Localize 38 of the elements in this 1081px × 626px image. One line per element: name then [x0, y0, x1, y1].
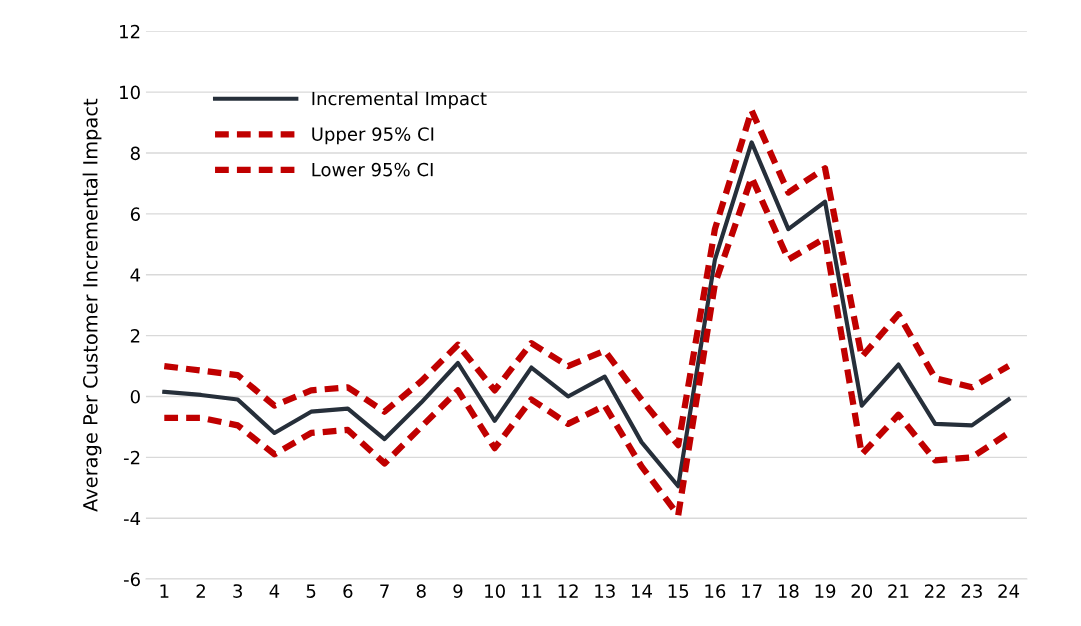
x-tick-label: 16	[705, 584, 726, 598]
x-tick-label: 2	[196, 584, 205, 598]
x-tick-label: 23	[961, 584, 982, 598]
x-tick-label: 12	[558, 584, 578, 598]
x-tick-label: 3	[233, 584, 242, 598]
x-tick-label: 21	[888, 584, 909, 598]
y-tick-label: -2	[123, 450, 140, 465]
legend-label: Incremental Impact	[312, 91, 487, 109]
x-tick-label: 15	[668, 584, 689, 598]
x-tick-label: 8	[416, 584, 426, 598]
x-tick-label: 22	[925, 584, 945, 598]
x-tick-label: 5	[306, 584, 316, 598]
x-tick-label: 4	[269, 584, 280, 598]
x-tick-label: 10	[485, 584, 505, 598]
y-tick-label: 4	[130, 268, 141, 282]
y-tick-label: -6	[123, 572, 140, 587]
x-tick-label: 20	[851, 584, 873, 598]
y-tick-label: 10	[120, 85, 140, 100]
y-tick-label: 8	[130, 146, 140, 161]
y-tick-label: 0	[130, 389, 140, 404]
x-tick-label: 1	[160, 584, 169, 598]
legend-label: Lower 95% CI	[312, 162, 433, 177]
y-tick-label: 2	[130, 329, 140, 343]
y-tick-label: 12	[120, 24, 140, 39]
x-tick-label: 11	[521, 584, 542, 598]
y-axis-title: Average Per Customer Incremental Impact	[82, 98, 102, 512]
x-tick-label: 13	[595, 584, 615, 598]
x-tick-label: 6	[343, 584, 353, 598]
y-tick-label: -4	[123, 511, 141, 526]
x-tick-label: 18	[778, 584, 799, 598]
x-tick-label: 14	[632, 584, 652, 598]
legend-label: Upper 95% CI	[312, 127, 434, 145]
y-tick-label: 6	[130, 207, 140, 221]
x-tick-label: 19	[815, 584, 836, 598]
x-tick-label: 7	[380, 584, 389, 598]
x-tick-label: 24	[998, 584, 1020, 598]
x-tick-label: 9	[453, 584, 463, 598]
x-tick-label: 17	[742, 584, 762, 598]
